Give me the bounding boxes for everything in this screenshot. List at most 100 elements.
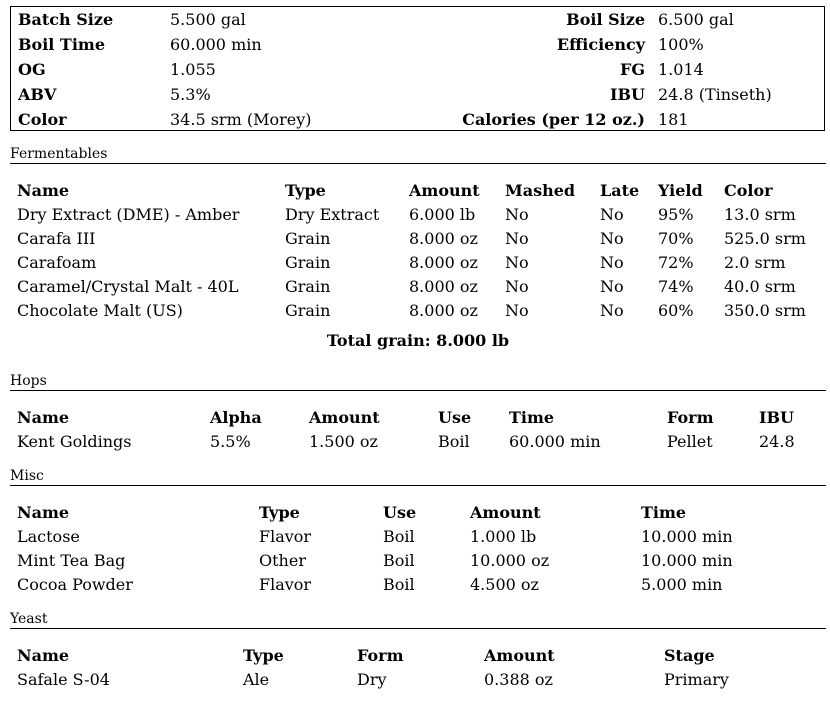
- table-cell: 525.0 srm: [724, 229, 806, 248]
- table-cell: Caramel/Crystal Malt - 40L: [17, 277, 239, 296]
- column-header: Form: [667, 408, 714, 427]
- table-cell: No: [505, 229, 529, 248]
- table-cell: 8.000 oz: [409, 253, 478, 272]
- boil-time-label: Boil Time: [18, 35, 106, 54]
- calories-value: 181: [658, 110, 689, 129]
- table-cell: 95%: [658, 205, 694, 224]
- recipe-summary-box: Batch Size 5.500 gal Boil Size 6.500 gal…: [10, 6, 825, 131]
- table-cell: 60%: [658, 301, 694, 320]
- table-row: Kent Goldings 5.5% 1.500 oz Boil 60.000 min P…: [17, 430, 819, 454]
- column-header: Name: [17, 408, 70, 427]
- table-row: Dry Extract (DME) - Amber Dry Extract 6.00…: [17, 203, 824, 227]
- fermentables-header-row: Name Type Amount Mashed Late Yield Color: [17, 179, 824, 203]
- table-cell: 8.000 oz: [409, 301, 478, 320]
- fg-value: 1.014: [658, 60, 704, 79]
- column-header: Name: [17, 181, 70, 200]
- summary-row: Boil Time 60.000 min Efficiency 100%: [18, 32, 823, 57]
- table-cell: Grain: [285, 277, 331, 296]
- table-cell: Grain: [285, 253, 331, 272]
- hops-header-row: Name Alpha Amount Use Time Form IBU: [17, 406, 819, 430]
- table-cell: Ale: [243, 670, 270, 689]
- table-cell: No: [505, 277, 529, 296]
- table-cell: 8.000 oz: [409, 229, 478, 248]
- boil-size-label: Boil Size: [566, 10, 645, 29]
- table-row: Mint Tea Bag Other Boil 10.000 oz 10.000 min: [17, 549, 811, 573]
- abv-value: 5.3%: [170, 85, 211, 104]
- table-cell: 0.388 oz: [484, 670, 553, 689]
- table-cell: Mint Tea Bag: [17, 551, 126, 570]
- table-cell: No: [600, 301, 624, 320]
- column-header: Alpha: [210, 408, 262, 427]
- column-header: Time: [509, 408, 555, 427]
- color-label: Color: [18, 110, 67, 129]
- column-header: Amount: [309, 408, 380, 427]
- column-header: Type: [259, 503, 300, 522]
- column-header: Late: [600, 181, 640, 200]
- table-cell: 350.0 srm: [724, 301, 806, 320]
- table-cell: Flavor: [259, 575, 312, 594]
- table-row: Safale S-04 Ale Dry 0.388 oz Primary: [17, 668, 814, 692]
- summary-row: ABV 5.3% IBU 24.8 (Tinseth): [18, 82, 823, 107]
- table-row: Carafoam Grain 8.000 oz No No 72% 2.0 srm: [17, 251, 824, 275]
- calories-label: Calories (per 12 oz.): [462, 110, 645, 129]
- table-cell: Boil: [383, 575, 415, 594]
- table-cell: Boil: [383, 527, 415, 546]
- table-cell: 24.8: [759, 432, 795, 451]
- table-cell: Boil: [383, 551, 415, 570]
- column-header: Use: [383, 503, 417, 522]
- table-cell: No: [505, 301, 529, 320]
- table-cell: Dry Extract: [285, 205, 380, 224]
- table-cell: Dry: [357, 670, 387, 689]
- batch-size-label: Batch Size: [18, 10, 114, 29]
- table-row: Carafa III Grain 8.000 oz No No 70% 525.0 srm: [17, 227, 824, 251]
- table-cell: Safale S-04: [17, 670, 110, 689]
- table-cell: 70%: [658, 229, 694, 248]
- section-divider: [10, 628, 826, 629]
- abv-label: ABV: [18, 85, 57, 104]
- summary-row: OG 1.055 FG 1.014: [18, 57, 823, 82]
- table-cell: 5.5%: [210, 432, 251, 451]
- efficiency-label: Efficiency: [556, 35, 645, 54]
- table-cell: Kent Goldings: [17, 432, 132, 451]
- table-row: Lactose Flavor Boil 1.000 lb 10.000 min: [17, 525, 811, 549]
- table-cell: Other: [259, 551, 306, 570]
- table-cell: Boil: [438, 432, 470, 451]
- ibu-label: IBU: [610, 85, 645, 104]
- column-header: Color: [724, 181, 773, 200]
- table-cell: 10.000 min: [641, 527, 733, 546]
- table-cell: 72%: [658, 253, 694, 272]
- table-row: Cocoa Powder Flavor Boil 4.500 oz 5.000 min: [17, 573, 811, 597]
- fermentables-table: Name Type Amount Mashed Late Yield Color Dry E…: [17, 179, 824, 323]
- table-cell: No: [600, 277, 624, 296]
- table-cell: No: [600, 229, 624, 248]
- total-grain: Total grain: 8.000 lb: [326, 331, 510, 350]
- summary-row: Batch Size 5.500 gal Boil Size 6.500 gal: [18, 7, 823, 32]
- yeast-table: Name Type Form Amount Stage Safale S-04 Ale Dr…: [17, 644, 814, 692]
- section-divider: [10, 163, 826, 164]
- table-cell: 60.000 min: [509, 432, 601, 451]
- table-cell: 40.0 srm: [724, 277, 796, 296]
- color-value: 34.5 srm (Morey): [170, 110, 312, 129]
- table-cell: Grain: [285, 229, 331, 248]
- fermentables-section-title: Fermentables: [10, 146, 108, 162]
- boil-time-value: 60.000 min: [170, 35, 262, 54]
- table-cell: No: [600, 253, 624, 272]
- yeast-section-title: Yeast: [10, 611, 48, 627]
- misc-header-row: Name Type Use Amount Time: [17, 501, 811, 525]
- table-cell: Carafa III: [17, 229, 96, 248]
- column-header: Type: [243, 646, 284, 665]
- boil-size-value: 6.500 gal: [658, 10, 734, 29]
- table-cell: 13.0 srm: [724, 205, 796, 224]
- table-cell: Primary: [664, 670, 729, 689]
- table-cell: 2.0 srm: [724, 253, 786, 272]
- table-cell: 8.000 oz: [409, 277, 478, 296]
- column-header: Amount: [484, 646, 555, 665]
- table-cell: Carafoam: [17, 253, 97, 272]
- column-header: Form: [357, 646, 404, 665]
- table-cell: Grain: [285, 301, 331, 320]
- table-cell: Flavor: [259, 527, 312, 546]
- misc-table: Name Type Use Amount Time Lactose Flavor Boil 1…: [17, 501, 811, 597]
- table-cell: Chocolate Malt (US): [17, 301, 183, 320]
- hops-section-title: Hops: [10, 373, 47, 389]
- column-header: Mashed: [505, 181, 576, 200]
